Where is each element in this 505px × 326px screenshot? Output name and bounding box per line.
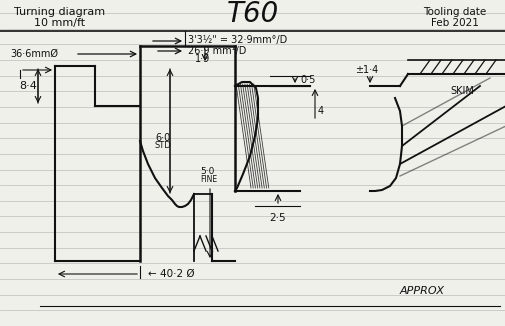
Text: 2·5: 2·5 — [269, 213, 286, 223]
Text: T60: T60 — [226, 0, 279, 28]
Text: APPROX: APPROX — [399, 286, 444, 296]
Text: STD: STD — [155, 141, 171, 151]
Text: 6·0: 6·0 — [155, 133, 170, 143]
Text: ±1·4: ±1·4 — [355, 65, 378, 75]
Text: FINE: FINE — [199, 175, 217, 185]
Text: 36·6mmØ: 36·6mmØ — [10, 49, 58, 59]
Text: Feb 2021: Feb 2021 — [430, 18, 478, 28]
Text: Tooling date: Tooling date — [423, 7, 486, 17]
Text: 0·5: 0·5 — [299, 75, 315, 85]
Text: 4: 4 — [317, 106, 324, 116]
Text: 26·9 mm¹/D: 26·9 mm¹/D — [188, 46, 246, 56]
Text: 5·0: 5·0 — [199, 167, 214, 175]
Text: SKIM: SKIM — [449, 86, 473, 96]
Text: 8·4: 8·4 — [19, 81, 37, 91]
Text: ← 40·2 Ø: ← 40·2 Ø — [147, 269, 194, 279]
Text: 10 mm/ft: 10 mm/ft — [34, 18, 85, 28]
Text: Turning diagram: Turning diagram — [15, 7, 106, 17]
Text: 3'3½" = 32·9mm°/D: 3'3½" = 32·9mm°/D — [188, 35, 287, 45]
Text: 1·9: 1·9 — [194, 54, 210, 64]
